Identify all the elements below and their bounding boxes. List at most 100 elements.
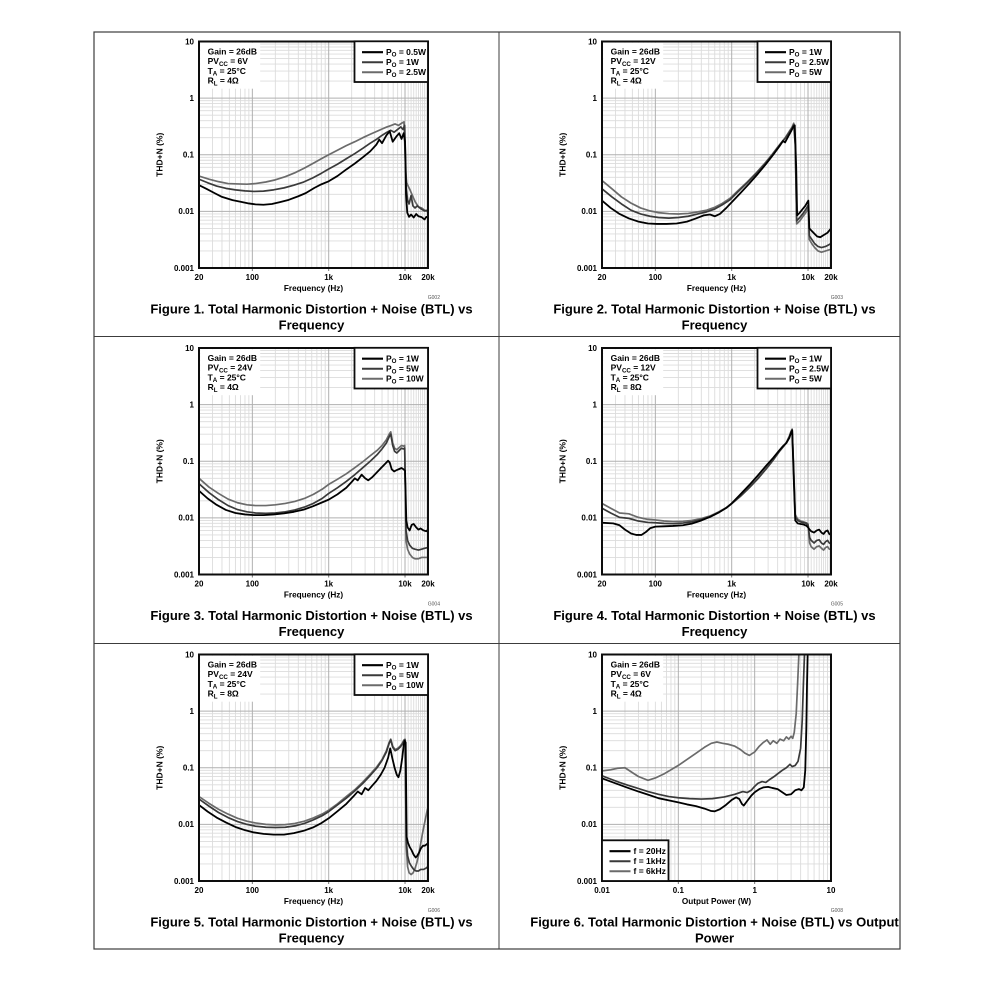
svg-text:THD+N (%): THD+N (%)	[558, 133, 568, 177]
svg-text:Gain = 26dB: Gain = 26dB	[208, 47, 257, 57]
svg-text:TA = 25°C: TA = 25°C	[611, 372, 649, 384]
svg-text:10: 10	[588, 650, 597, 659]
svg-text:PO = 1W: PO = 1W	[386, 353, 420, 365]
svg-text:0.1: 0.1	[586, 764, 598, 773]
svg-text:0.001: 0.001	[577, 570, 598, 579]
svg-text:10: 10	[185, 37, 194, 46]
svg-text:RL = 8Ω: RL = 8Ω	[208, 689, 239, 701]
svg-text:20: 20	[598, 273, 607, 282]
svg-text:0.001: 0.001	[174, 570, 195, 579]
svg-text:PO = 5W: PO = 5W	[789, 374, 823, 386]
svg-text:f = 1kHz: f = 1kHz	[634, 856, 666, 866]
svg-text:100: 100	[649, 580, 663, 589]
svg-text:Gain = 26dB: Gain = 26dB	[208, 353, 257, 363]
svg-text:PVCC = 6V: PVCC = 6V	[208, 56, 249, 68]
svg-text:PO = 5W: PO = 5W	[789, 67, 823, 79]
svg-text:10k: 10k	[801, 580, 815, 589]
svg-text:PO = 1W: PO = 1W	[386, 57, 420, 69]
svg-text:THD+N (%): THD+N (%)	[155, 133, 165, 177]
svg-text:20k: 20k	[824, 580, 838, 589]
svg-text:Gain = 26dB: Gain = 26dB	[611, 660, 660, 670]
svg-text:TA = 25°C: TA = 25°C	[611, 679, 649, 691]
svg-text:RL = 4Ω: RL = 4Ω	[611, 689, 642, 701]
svg-text:0.01: 0.01	[581, 207, 597, 216]
svg-text:0.001: 0.001	[577, 264, 598, 273]
svg-text:100: 100	[246, 580, 260, 589]
svg-text:G003: G003	[831, 295, 843, 301]
svg-text:Figure 6. Total Harmonic Disto: Figure 6. Total Harmonic Distortion + No…	[530, 915, 899, 930]
svg-text:Power: Power	[695, 931, 734, 946]
svg-text:RL = 4Ω: RL = 4Ω	[208, 382, 239, 394]
svg-text:0.001: 0.001	[577, 877, 598, 886]
svg-text:0.01: 0.01	[581, 820, 597, 829]
svg-text:PO = 10W: PO = 10W	[386, 374, 425, 386]
svg-text:0.01: 0.01	[594, 886, 610, 895]
svg-text:0.1: 0.1	[586, 151, 598, 160]
svg-text:RL = 4Ω: RL = 4Ω	[611, 76, 642, 88]
svg-text:PVCC = 6V: PVCC = 6V	[611, 669, 652, 681]
svg-text:100: 100	[649, 273, 663, 282]
svg-text:1: 1	[593, 94, 598, 103]
svg-text:10k: 10k	[398, 273, 412, 282]
svg-text:PVCC = 24V: PVCC = 24V	[208, 669, 253, 681]
svg-text:1: 1	[190, 94, 195, 103]
svg-text:10: 10	[185, 344, 194, 353]
svg-text:10k: 10k	[398, 580, 412, 589]
svg-text:f = 6kHz: f = 6kHz	[634, 866, 666, 876]
svg-text:Frequency: Frequency	[682, 318, 749, 333]
svg-text:20: 20	[195, 886, 204, 895]
svg-text:Frequency: Frequency	[279, 318, 346, 333]
svg-text:Frequency: Frequency	[279, 624, 346, 639]
svg-text:0.01: 0.01	[178, 207, 194, 216]
svg-text:RL = 4Ω: RL = 4Ω	[208, 76, 239, 88]
svg-text:Output Power (W): Output Power (W)	[682, 897, 751, 906]
svg-text:G004: G004	[428, 602, 440, 608]
svg-text:PO = 1W: PO = 1W	[789, 47, 823, 59]
svg-text:20: 20	[195, 580, 204, 589]
svg-text:Figure 4. Total Harmonic Disto: Figure 4. Total Harmonic Distortion + No…	[553, 608, 875, 623]
svg-text:1: 1	[190, 400, 195, 409]
svg-text:PO = 10W: PO = 10W	[386, 680, 425, 692]
svg-text:PVCC = 24V: PVCC = 24V	[208, 363, 253, 375]
svg-text:TA = 25°C: TA = 25°C	[208, 372, 246, 384]
svg-text:Frequency: Frequency	[279, 931, 346, 946]
svg-text:1: 1	[190, 707, 195, 716]
svg-text:10k: 10k	[398, 886, 412, 895]
svg-text:Gain = 26dB: Gain = 26dB	[611, 47, 660, 57]
svg-text:0.1: 0.1	[586, 457, 598, 466]
svg-text:PO = 5W: PO = 5W	[386, 670, 420, 682]
svg-text:0.1: 0.1	[673, 886, 685, 895]
svg-text:PO = 2.5W: PO = 2.5W	[789, 57, 830, 69]
svg-text:TA = 25°C: TA = 25°C	[611, 66, 649, 78]
svg-text:0.1: 0.1	[183, 764, 195, 773]
svg-text:Frequency (Hz): Frequency (Hz)	[284, 591, 343, 600]
svg-text:Figure 1. Total Harmonic Disto: Figure 1. Total Harmonic Distortion + No…	[150, 302, 472, 317]
svg-text:0.1: 0.1	[183, 457, 195, 466]
svg-text:0.01: 0.01	[178, 820, 194, 829]
svg-text:20k: 20k	[421, 273, 435, 282]
svg-text:PO = 1W: PO = 1W	[789, 353, 823, 365]
svg-text:20k: 20k	[824, 273, 838, 282]
svg-text:f = 20Hz: f = 20Hz	[634, 846, 666, 856]
svg-text:THD+N (%): THD+N (%)	[155, 439, 165, 483]
svg-text:Frequency (Hz): Frequency (Hz)	[284, 897, 343, 906]
svg-text:Gain = 26dB: Gain = 26dB	[208, 660, 257, 670]
svg-text:1k: 1k	[324, 580, 333, 589]
svg-text:Figure 3. Total Harmonic Disto: Figure 3. Total Harmonic Distortion + No…	[150, 608, 472, 623]
svg-text:0.01: 0.01	[581, 514, 597, 523]
svg-text:PO = 0.5W: PO = 0.5W	[386, 47, 427, 59]
svg-text:1k: 1k	[324, 273, 333, 282]
svg-text:10: 10	[588, 344, 597, 353]
svg-text:THD+N (%): THD+N (%)	[558, 746, 568, 790]
svg-text:PVCC = 12V: PVCC = 12V	[611, 363, 656, 375]
svg-text:1k: 1k	[727, 580, 736, 589]
svg-text:10k: 10k	[801, 273, 815, 282]
svg-text:100: 100	[246, 886, 260, 895]
svg-text:0.001: 0.001	[174, 877, 195, 886]
svg-text:PO = 5W: PO = 5W	[386, 363, 420, 375]
svg-text:PO = 1W: PO = 1W	[386, 660, 420, 672]
svg-text:G002: G002	[428, 295, 440, 301]
svg-text:THD+N (%): THD+N (%)	[558, 439, 568, 483]
svg-text:1k: 1k	[727, 273, 736, 282]
svg-text:1: 1	[593, 707, 598, 716]
